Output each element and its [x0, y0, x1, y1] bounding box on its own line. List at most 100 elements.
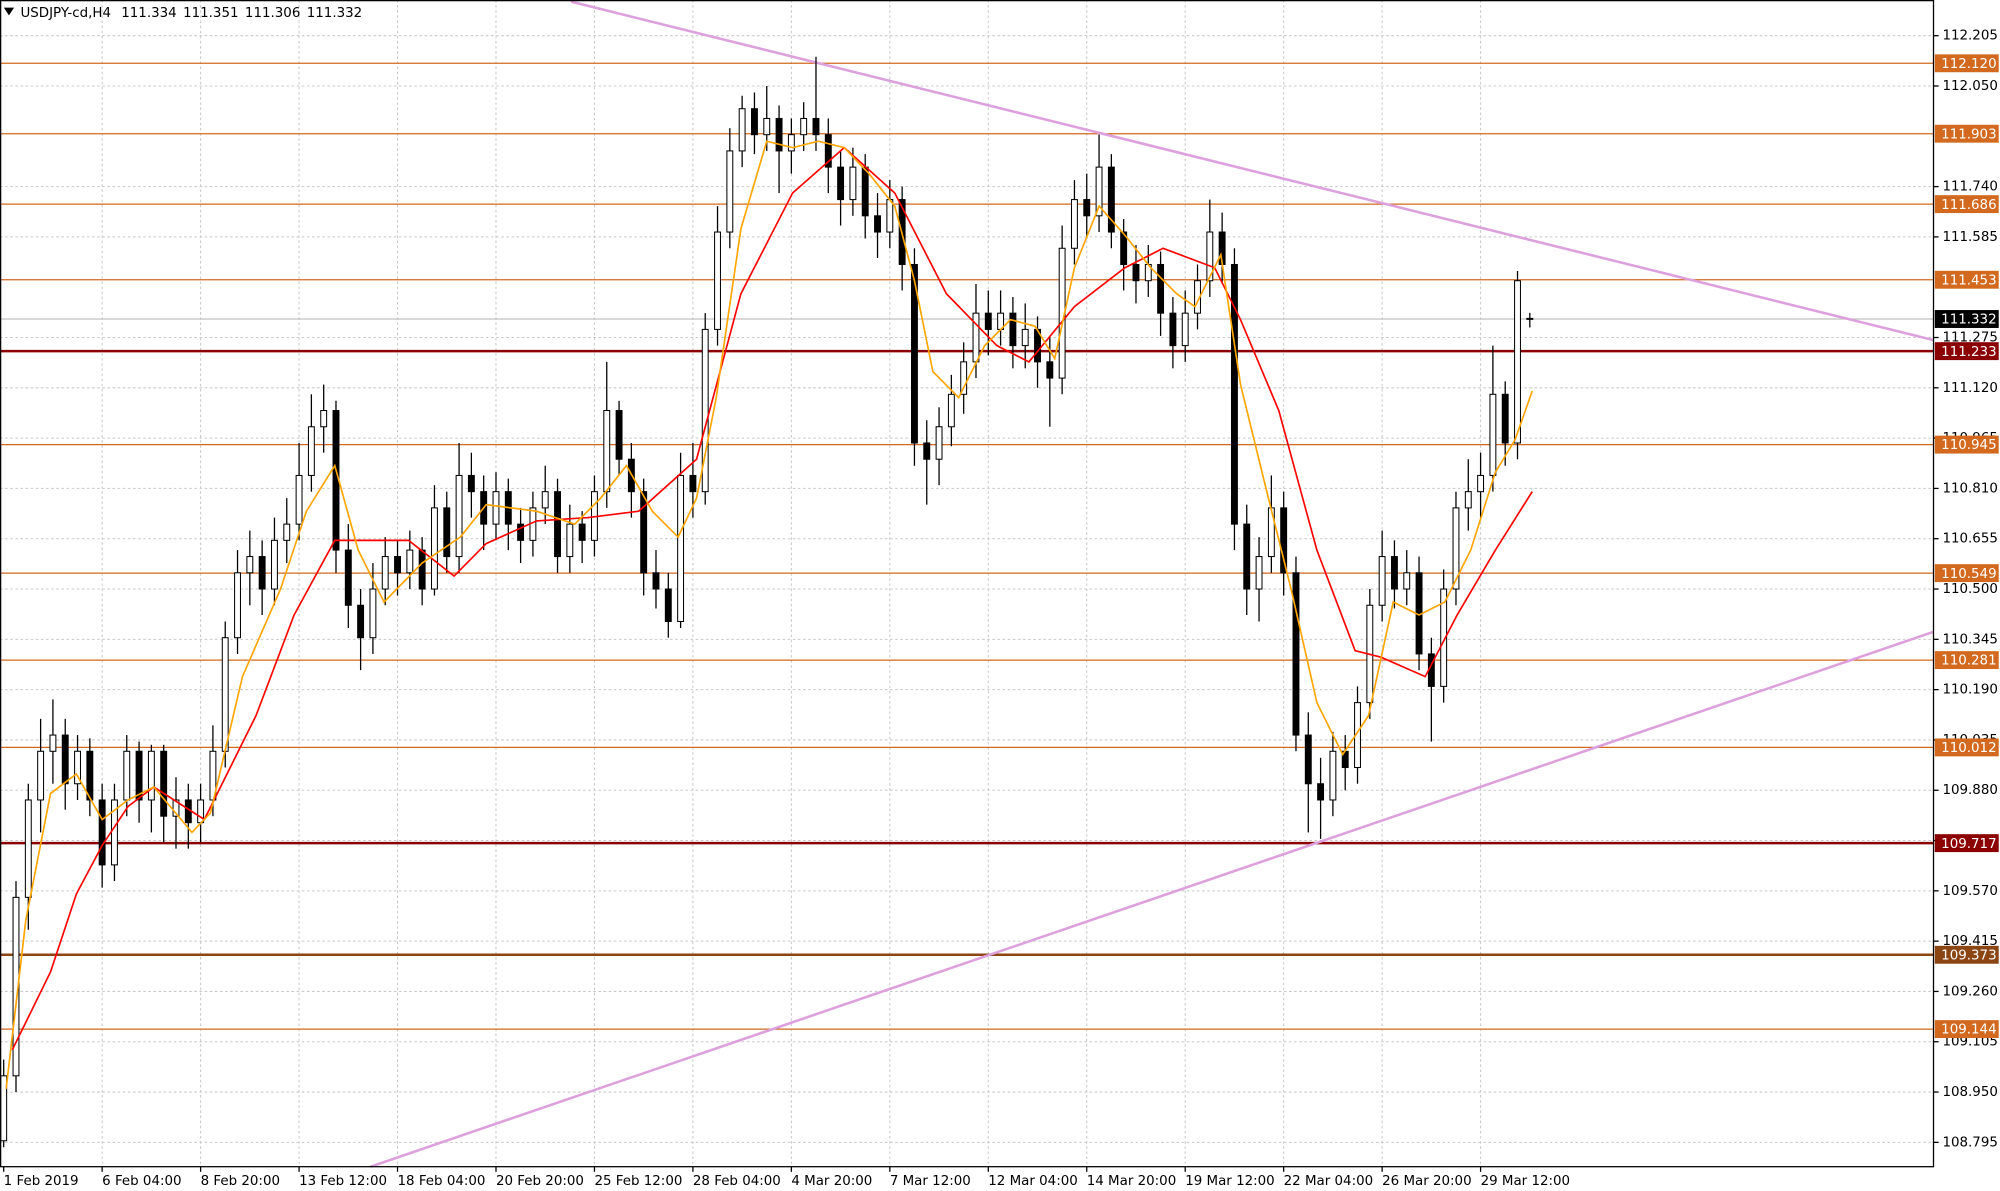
candle-body — [1120, 231, 1128, 266]
x-tick-label: 19 Mar 12:00 — [1185, 1174, 1274, 1189]
candle-body — [307, 426, 315, 476]
candle-body — [640, 491, 648, 574]
candle-body — [886, 199, 894, 233]
candle-body — [1070, 199, 1078, 249]
candle-body — [98, 799, 106, 866]
candle-body — [664, 588, 672, 622]
candle-body — [1107, 166, 1115, 233]
x-tick-label: 26 Mar 20:00 — [1382, 1174, 1471, 1189]
candle-body — [123, 750, 131, 801]
candle-body — [1009, 312, 1017, 347]
candle-body — [1464, 491, 1472, 509]
candle-body — [972, 312, 980, 363]
candle-body — [824, 134, 832, 168]
trendline — [370, 630, 1934, 1168]
candle-body — [738, 108, 746, 152]
price-label-box — [1934, 310, 1999, 328]
y-tick-label: 110.190 — [1942, 683, 1997, 698]
candle-body — [1181, 312, 1189, 347]
candle-body — [849, 166, 857, 201]
candle-body — [431, 507, 438, 590]
level-label-box — [1934, 564, 1999, 583]
candle-body — [172, 799, 180, 817]
candle-body — [1230, 263, 1238, 525]
candle-body — [1083, 199, 1091, 217]
candle-body — [320, 410, 328, 428]
candle-body — [344, 549, 352, 606]
y-tick-label: 109.415 — [1942, 934, 1997, 949]
plot-layer — [0, 0, 1934, 1168]
candle-body — [418, 549, 426, 590]
candle-body — [49, 734, 57, 752]
candle-body — [1489, 393, 1497, 476]
level-label-box — [1934, 195, 1999, 214]
price-label: 111.332 — [1941, 313, 1996, 328]
menu-triangle[interactable] — [3, 7, 15, 16]
candle-body — [652, 572, 660, 590]
candle-body — [787, 134, 795, 152]
x-tick-label: 20 Feb 20:00 — [496, 1174, 584, 1189]
candle-body — [1157, 263, 1165, 314]
x-tick-label: 28 Feb 04:00 — [693, 1174, 781, 1189]
candle-body — [492, 491, 500, 525]
candle-body — [160, 750, 168, 817]
level-label: 109.373 — [1941, 948, 1996, 963]
candle-body — [689, 474, 697, 493]
level-label: 112.120 — [1941, 57, 1996, 72]
level-label-box — [1934, 738, 1999, 757]
candle-body — [61, 734, 69, 785]
candle-body — [812, 117, 820, 136]
candle-body — [467, 474, 475, 493]
x-tick-label: 8 Feb 20:00 — [201, 1174, 280, 1189]
candle-body — [603, 410, 611, 493]
candle-body — [258, 556, 266, 590]
candle-body — [381, 556, 389, 590]
open-value: 111.334 — [121, 6, 176, 21]
candle-body — [1169, 312, 1177, 347]
y-tick-label: 109.880 — [1942, 783, 1997, 798]
candle-body — [1378, 556, 1386, 606]
candle-body — [86, 750, 94, 801]
candle-body — [221, 637, 229, 752]
y-tick-label: 110.345 — [1942, 632, 1997, 647]
candle-body — [677, 474, 685, 622]
high-value: 111.351 — [183, 6, 238, 21]
candle-body — [271, 539, 278, 590]
x-tick-label: 6 Feb 04:00 — [102, 1174, 181, 1189]
candle-body — [1132, 263, 1140, 282]
candle-body — [283, 523, 291, 541]
candle-body — [763, 117, 771, 136]
level-label: 110.012 — [1941, 741, 1996, 756]
candle-body — [541, 491, 549, 509]
candle-body — [406, 549, 414, 574]
candle-body — [566, 523, 574, 558]
candle-body — [837, 166, 845, 201]
candle-body — [935, 426, 943, 460]
candle-body — [1501, 393, 1509, 444]
y-tick-label: 109.260 — [1942, 984, 1997, 999]
y-tick-label: 111.275 — [1942, 331, 1997, 346]
y-tick-label: 111.120 — [1942, 381, 1997, 396]
candle-body — [960, 361, 968, 395]
y-tick-label: 112.050 — [1942, 79, 1997, 94]
level-label-box — [1934, 945, 1999, 964]
candle-body — [443, 507, 451, 558]
level-label-box — [1934, 651, 1999, 670]
x-tick-label: 29 Mar 12:00 — [1481, 1174, 1570, 1189]
candle-body — [578, 523, 586, 541]
plot-frame — [0, 0, 1935, 1168]
low-value: 111.306 — [245, 6, 300, 21]
level-label: 111.233 — [1941, 345, 1996, 360]
candle-body — [12, 896, 20, 1077]
candle-body — [1304, 734, 1312, 785]
candle-body — [1317, 783, 1325, 801]
candle-body — [369, 588, 377, 639]
candle-body — [295, 474, 303, 525]
candle-body — [775, 117, 783, 152]
candle-body — [74, 750, 81, 785]
level-label-box — [1934, 1020, 1999, 1039]
y-tick-label: 110.500 — [1942, 582, 1997, 597]
candle-body — [394, 556, 401, 574]
